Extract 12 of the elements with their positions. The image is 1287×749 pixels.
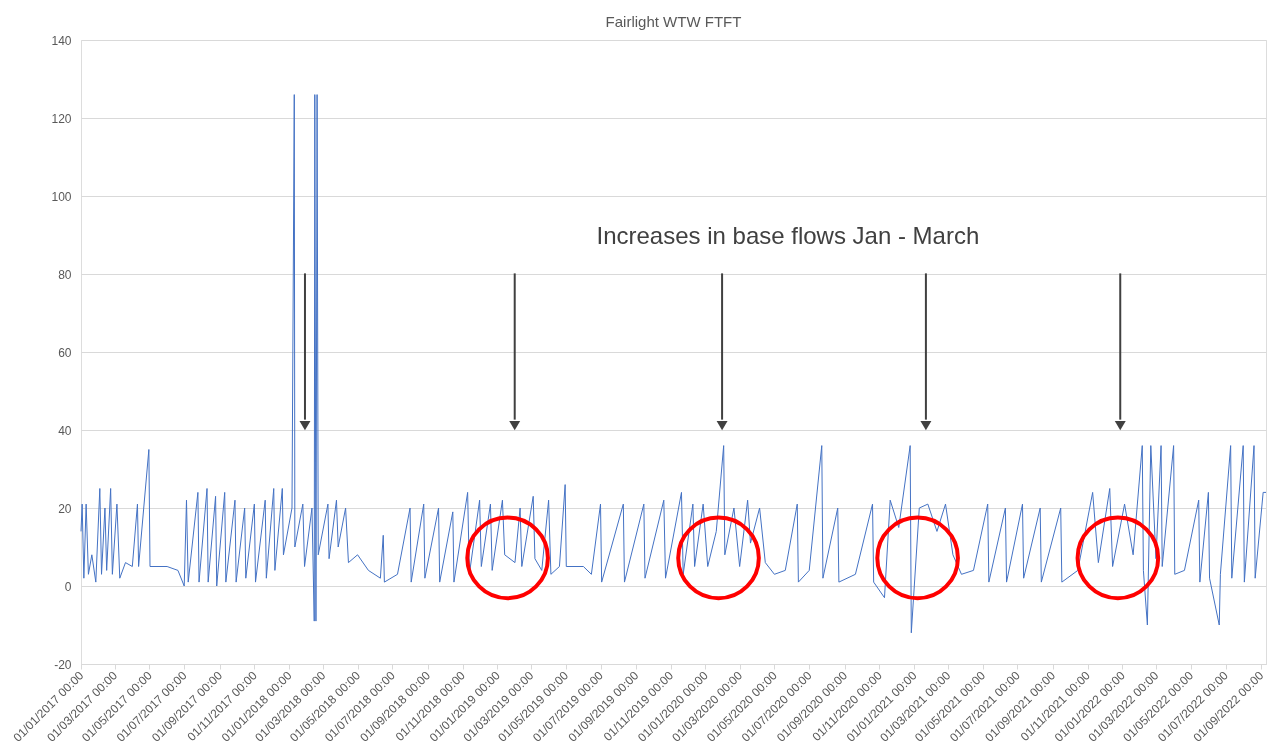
chart-title: Fairlight WTW FTFT bbox=[605, 13, 742, 30]
y-tick-label: 20 bbox=[58, 501, 72, 516]
y-tick-label: -20 bbox=[54, 657, 72, 672]
y-tick-label: 120 bbox=[51, 111, 72, 126]
annotation: Increases in base flows Jan - March bbox=[596, 221, 980, 249]
y-tick-label: 100 bbox=[51, 189, 72, 204]
y-tick-label: 80 bbox=[58, 267, 72, 282]
y-tick-label: 40 bbox=[58, 423, 72, 438]
y-tick-label: 0 bbox=[64, 579, 72, 594]
line-series bbox=[80, 94, 1267, 634]
y-tick-label: 140 bbox=[51, 33, 72, 48]
y-tick-label: 60 bbox=[58, 345, 72, 360]
